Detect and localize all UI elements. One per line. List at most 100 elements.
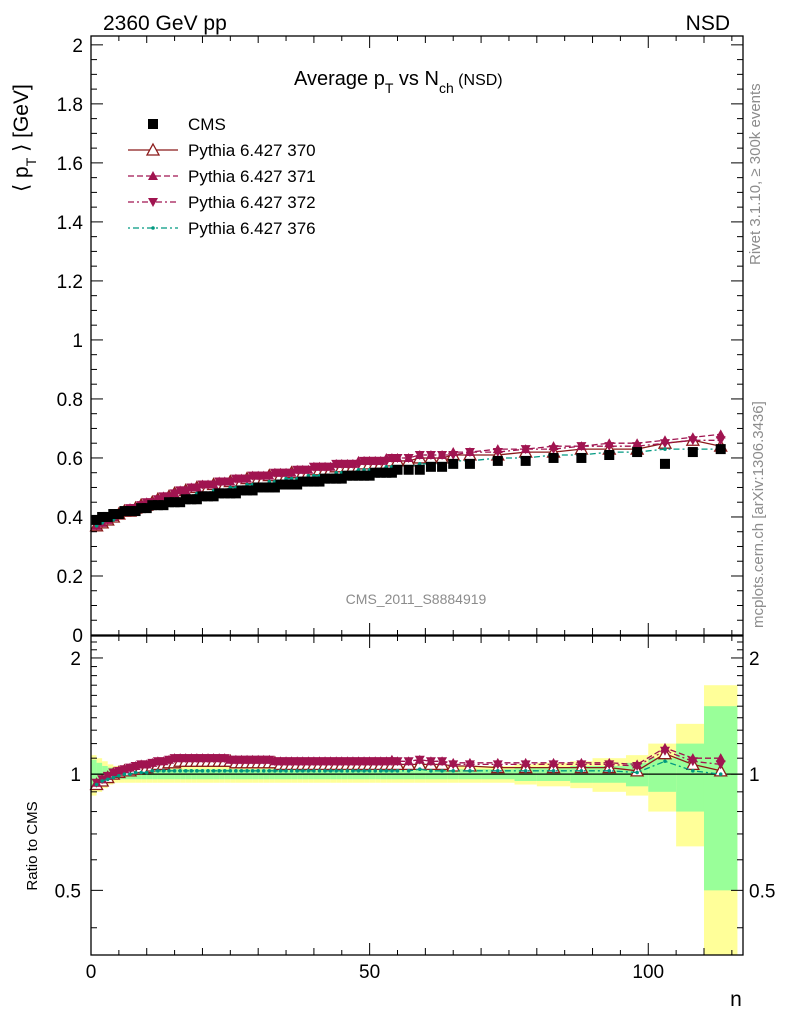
ratio-point-376 bbox=[579, 769, 584, 773]
ratio-point-372 bbox=[403, 757, 414, 767]
ratio-point-376 bbox=[390, 769, 394, 773]
top-point-376 bbox=[306, 473, 311, 478]
ratio-point-372 bbox=[659, 746, 670, 756]
top-point-cms bbox=[175, 497, 186, 508]
ratio-point-372 bbox=[687, 757, 698, 767]
plot-title: Average pT vs Nch (NSD) bbox=[294, 68, 503, 96]
top-point-372 bbox=[414, 451, 425, 461]
legend-marker bbox=[151, 226, 155, 230]
ratio-point-372 bbox=[158, 757, 169, 767]
ratio-point-376 bbox=[384, 769, 389, 773]
top-point-cms bbox=[164, 497, 175, 508]
legend-label: Pythia 6.427 376 bbox=[188, 219, 316, 238]
ratio-y-tick-label: 1 bbox=[70, 765, 81, 786]
top-point-376 bbox=[289, 476, 294, 481]
top-point-372 bbox=[242, 474, 253, 484]
ratio-point-376 bbox=[362, 769, 366, 773]
top-point-372 bbox=[208, 480, 219, 490]
top-point-372 bbox=[604, 442, 615, 452]
ratio-point-376 bbox=[228, 769, 233, 773]
ratio-point-372 bbox=[492, 760, 503, 770]
top-point-372 bbox=[303, 465, 314, 475]
top-point-cms bbox=[325, 473, 336, 484]
ratio-point-376 bbox=[256, 769, 260, 773]
top-y-tick-label: 0.4 bbox=[57, 508, 84, 529]
top-point-cms bbox=[336, 473, 347, 484]
ratio-point-376 bbox=[144, 770, 149, 775]
top-point-376 bbox=[312, 473, 316, 478]
ratio-point-376 bbox=[345, 769, 350, 773]
x-axis-label: n bbox=[730, 988, 742, 1011]
ratio-point-376 bbox=[189, 769, 194, 773]
top-point-cms bbox=[632, 447, 643, 458]
ratio-point-376 bbox=[523, 769, 528, 773]
legend-label: CMS bbox=[188, 115, 226, 134]
ratio-point-376 bbox=[150, 769, 155, 773]
ratio-point-376 bbox=[245, 769, 249, 773]
ratio-point-376 bbox=[451, 769, 456, 773]
top-point-cms bbox=[113, 509, 124, 520]
top-point-cms bbox=[169, 497, 180, 508]
ratio-point-376 bbox=[222, 769, 227, 773]
legend-label: Pythia 6.427 372 bbox=[188, 193, 316, 212]
top-point-cms bbox=[147, 500, 158, 511]
top-point-cms bbox=[158, 500, 169, 511]
x-tick-label: 100 bbox=[632, 962, 664, 983]
ratio-point-372 bbox=[715, 760, 726, 770]
top-y-tick-label: 1.4 bbox=[57, 213, 84, 234]
ratio-y-tick-label: 0.5 bbox=[55, 881, 81, 902]
top-point-cms bbox=[219, 488, 230, 499]
top-point-cms bbox=[191, 494, 202, 505]
top-point-376 bbox=[267, 479, 272, 484]
ratio-point-372 bbox=[119, 765, 130, 775]
top-point-cms bbox=[353, 470, 364, 481]
ratio-point-372 bbox=[520, 760, 531, 770]
process-label: NSD bbox=[686, 12, 730, 35]
top-point-cms bbox=[108, 509, 119, 520]
ratio-point-372 bbox=[125, 763, 136, 773]
ratio-point-376 bbox=[200, 769, 205, 773]
ratio-point-376 bbox=[156, 769, 160, 773]
ratio-point-376 bbox=[284, 769, 288, 773]
top-point-cms bbox=[576, 452, 587, 463]
top-point-cms bbox=[242, 485, 253, 496]
axes-frames bbox=[90, 35, 744, 956]
mcplots-reference-label: mcplots.cern.ch [arXiv:1306.3436] bbox=[750, 401, 767, 628]
ratio-point-376 bbox=[94, 782, 99, 787]
top-point-372 bbox=[191, 483, 202, 493]
top-point-372 bbox=[180, 486, 191, 496]
top-point-cms bbox=[275, 479, 286, 490]
top-panel-frame bbox=[90, 35, 744, 636]
ratio-point-376 bbox=[429, 769, 433, 773]
top-point-cms bbox=[141, 503, 152, 514]
uncertainty-bands bbox=[91, 685, 738, 955]
x-tick-label: 0 bbox=[86, 962, 97, 983]
ratio-point-376 bbox=[468, 769, 472, 773]
ratio-point-376 bbox=[306, 769, 311, 773]
ratio-y-tick-label-right: 1 bbox=[749, 765, 760, 786]
top-point-372 bbox=[520, 445, 531, 455]
ratio-point-376 bbox=[111, 775, 116, 780]
top-point-cms bbox=[203, 491, 214, 502]
ratio-point-376 bbox=[356, 769, 361, 773]
ratio-point-376 bbox=[278, 769, 283, 773]
top-y-tick-label: 1 bbox=[72, 331, 83, 352]
top-point-376 bbox=[362, 467, 366, 472]
top-point-372 bbox=[576, 442, 587, 452]
top-point-376 bbox=[334, 470, 338, 475]
top-point-372 bbox=[381, 456, 392, 466]
ratio-point-376 bbox=[172, 769, 177, 773]
top-point-cms bbox=[303, 476, 314, 487]
top-point-cms bbox=[448, 458, 459, 469]
ratio-point-376 bbox=[312, 769, 316, 773]
ratio-y-axis-label: Ratio to CMS bbox=[24, 801, 41, 890]
top-point-cms bbox=[197, 491, 208, 502]
ratio-point-376 bbox=[105, 777, 110, 782]
ratio-point-376 bbox=[100, 779, 104, 783]
top-point-376 bbox=[356, 467, 361, 472]
top-point-cms bbox=[715, 444, 726, 455]
top-point-cms bbox=[236, 485, 247, 496]
ratio-point-376 bbox=[323, 769, 327, 773]
legend-marker bbox=[145, 142, 161, 156]
top-panel-series bbox=[89, 429, 728, 532]
